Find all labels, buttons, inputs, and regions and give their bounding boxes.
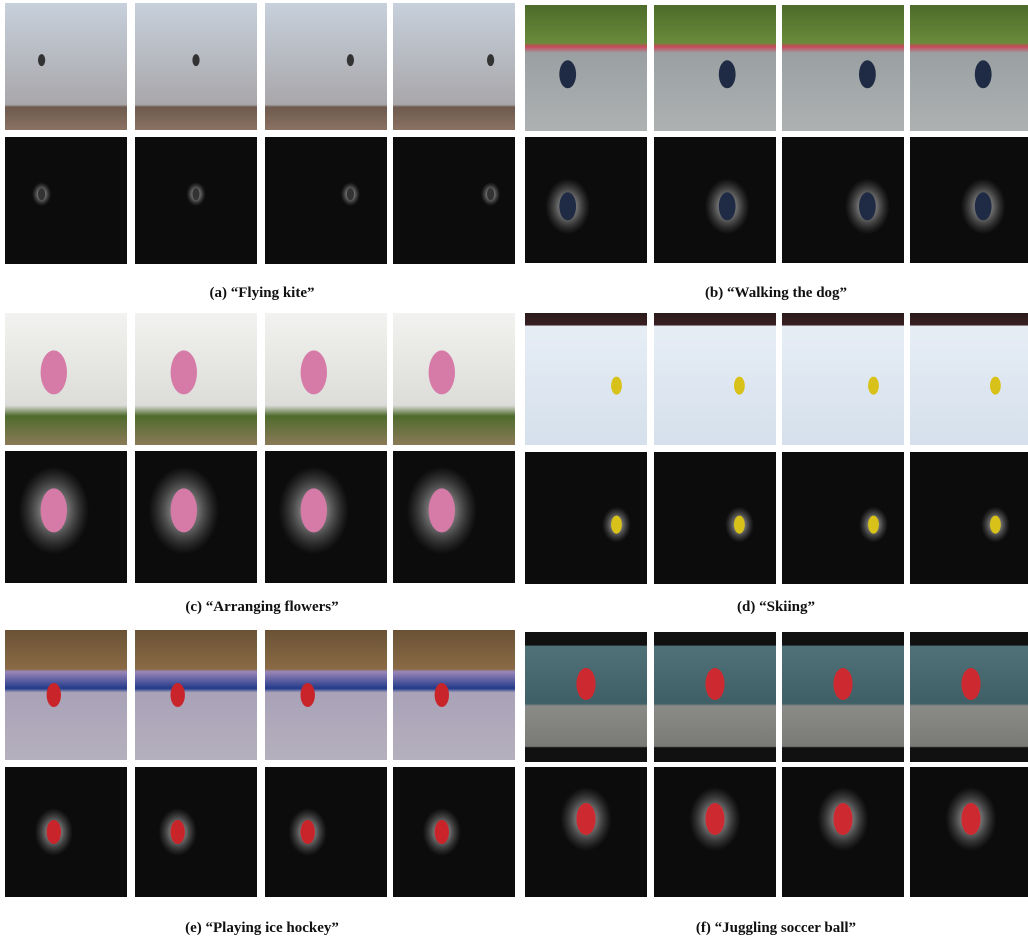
subject	[833, 803, 853, 835]
subject	[990, 376, 1001, 395]
subject	[611, 376, 622, 395]
subject	[859, 192, 876, 221]
subject	[434, 683, 449, 707]
subject	[38, 188, 46, 201]
video-frame	[393, 3, 515, 130]
attention-map	[5, 137, 127, 264]
subject	[46, 820, 61, 844]
caption: (a) “Flying kite”	[210, 285, 315, 301]
video-frame	[654, 313, 776, 445]
video-frame	[265, 3, 387, 130]
subject	[859, 60, 876, 89]
subject	[487, 54, 495, 67]
subject	[705, 803, 725, 835]
subject	[868, 376, 879, 395]
subject	[868, 515, 879, 534]
video-frame	[265, 630, 387, 760]
subject	[434, 820, 449, 844]
subject	[170, 488, 197, 533]
video-frame	[5, 3, 127, 130]
subject	[718, 192, 736, 221]
caption: (e) “Playing ice hockey”	[185, 920, 339, 936]
video-frame	[135, 3, 257, 130]
subject	[170, 350, 197, 395]
subject	[428, 488, 455, 533]
subject	[40, 488, 67, 533]
subject	[576, 668, 596, 700]
subject	[718, 60, 736, 89]
subject	[974, 60, 992, 89]
video-frame	[393, 630, 515, 760]
subject	[961, 803, 981, 835]
subject	[487, 188, 495, 201]
subject	[974, 192, 992, 221]
subject	[40, 350, 67, 395]
subject	[734, 515, 745, 534]
subject	[170, 683, 185, 707]
subject	[192, 188, 200, 201]
subject	[428, 350, 455, 395]
subject	[300, 488, 327, 533]
subject	[170, 820, 185, 844]
subject	[300, 350, 327, 395]
subject	[961, 668, 981, 700]
video-frame	[782, 5, 904, 131]
caption: (b) “Walking the dog”	[705, 285, 847, 301]
video-frame	[910, 5, 1028, 131]
subject	[346, 54, 354, 67]
subject	[346, 188, 354, 201]
attention-map	[654, 452, 776, 584]
video-frame	[525, 5, 647, 131]
video-frame	[525, 313, 647, 445]
attention-map	[265, 137, 387, 264]
caption: (d) “Skiing”	[737, 599, 815, 615]
subject	[192, 54, 200, 67]
subject	[576, 803, 596, 835]
subject	[300, 820, 315, 844]
subject	[990, 515, 1001, 534]
attention-map	[910, 452, 1028, 584]
subject	[559, 192, 577, 221]
video-frame	[654, 5, 776, 131]
caption: (f) “Juggling soccer ball”	[696, 920, 856, 936]
subject	[38, 54, 46, 67]
video-frame	[782, 313, 904, 445]
video-frame	[5, 630, 127, 760]
subject	[833, 668, 853, 700]
subject	[705, 668, 725, 700]
video-frame	[910, 313, 1028, 445]
subject	[300, 683, 315, 707]
video-frame	[135, 630, 257, 760]
caption: (c) “Arranging flowers”	[185, 599, 338, 615]
subject	[559, 60, 577, 89]
subject	[611, 515, 622, 534]
subject	[46, 683, 61, 707]
subject	[734, 376, 745, 395]
